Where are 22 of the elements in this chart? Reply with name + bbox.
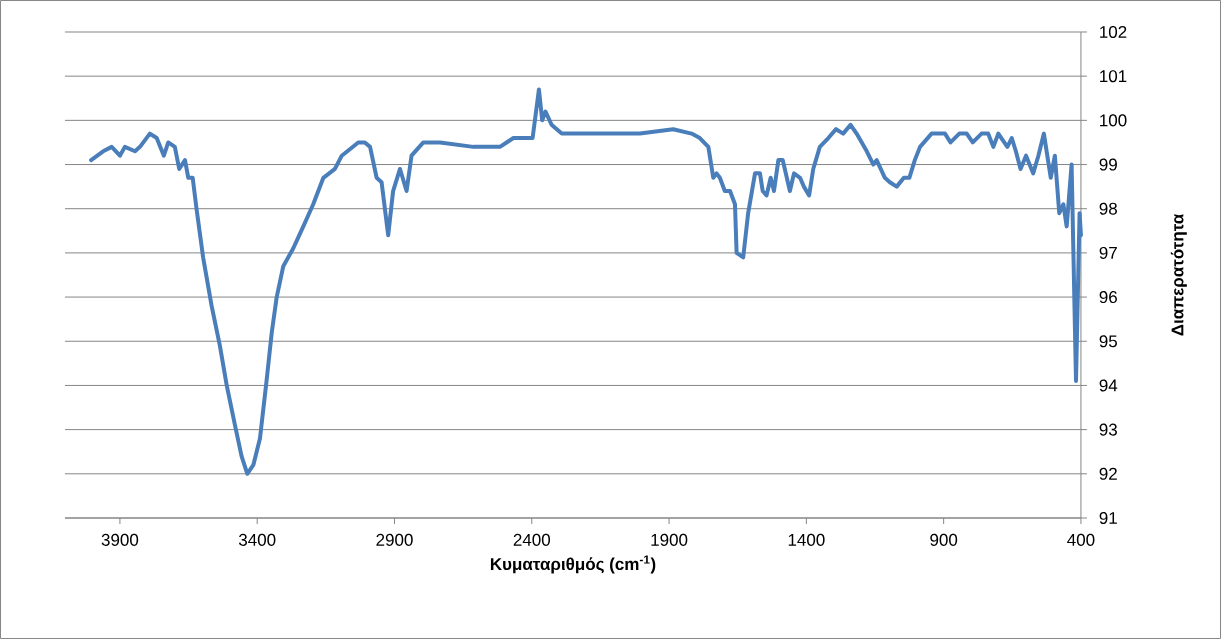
x-tick-label: 2400 [513,533,551,546]
x-tick-label: 1900 [651,533,688,546]
y-tick-label: 96 [1099,291,1117,304]
y-tick-label: 100 [1100,114,1127,127]
y-tick-label: 92 [1099,467,1117,480]
y-tick-label: 102 [1100,25,1127,39]
y-tick-label: 95 [1099,335,1117,348]
y-tick-label: 91 [1099,511,1117,525]
y-tick-label: 93 [1099,423,1117,436]
y-tick-label: 99 [1099,158,1117,171]
x-axis-title: Κυματαριθμός (cm$^{-1}$) [490,555,656,574]
x-tick-label: 3400 [238,533,276,546]
x-tick-label: 900 [930,533,958,546]
y-tick-label: 98 [1099,202,1117,215]
x-tick-label: 3900 [101,533,139,546]
y-tick-label: 97 [1099,246,1117,259]
y-axis-title: Διαπερατότητα [1170,213,1187,336]
y-tick-label: 94 [1099,379,1118,392]
x-tick-label: 400 [1067,533,1095,546]
x-tick-label: 1400 [788,533,825,546]
y-tick-label: 101 [1100,70,1127,83]
x-tick-label: 2900 [376,533,413,546]
